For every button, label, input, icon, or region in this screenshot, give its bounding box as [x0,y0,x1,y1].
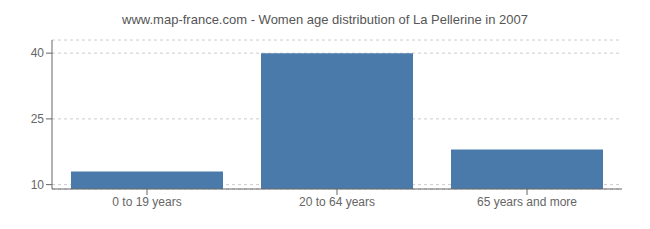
html-text:www.map-france.com - Women age: www.map-france.com - Women age distribut… [122,12,528,27]
svg-text:25: 25 [31,112,45,126]
svg-text:20 to 64 years: 20 to 64 years [299,195,375,209]
svg-text:0 to 19 years: 0 to 19 years [112,195,181,209]
svg-text:40: 40 [31,46,45,60]
svg-text:10: 10 [31,178,45,192]
svg-text:65 years and more: 65 years and more [477,195,577,209]
